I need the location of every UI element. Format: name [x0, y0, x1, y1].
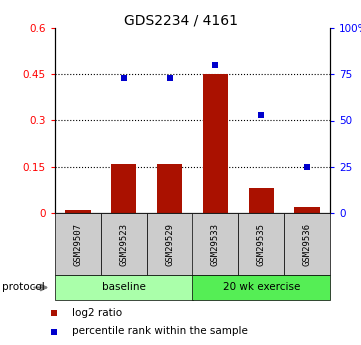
- Bar: [111, 164, 136, 213]
- Text: GDS2234 / 4161: GDS2234 / 4161: [123, 14, 238, 28]
- Text: GSM29533: GSM29533: [211, 223, 220, 266]
- Bar: [238, 213, 284, 275]
- Text: GSM29529: GSM29529: [165, 223, 174, 266]
- Bar: [249, 188, 274, 213]
- Bar: [55, 275, 192, 300]
- Bar: [284, 213, 330, 275]
- Bar: [203, 74, 228, 213]
- Bar: [192, 275, 330, 300]
- Bar: [157, 164, 182, 213]
- Bar: [55, 213, 101, 275]
- Bar: [192, 213, 238, 275]
- Text: GSM29507: GSM29507: [73, 223, 82, 266]
- Bar: [65, 210, 91, 213]
- Text: 20 wk exercise: 20 wk exercise: [223, 283, 300, 293]
- Text: GSM29536: GSM29536: [303, 223, 312, 266]
- Text: baseline: baseline: [102, 283, 146, 293]
- Text: percentile rank within the sample: percentile rank within the sample: [71, 326, 247, 336]
- Text: GSM29523: GSM29523: [119, 223, 128, 266]
- Text: log2 ratio: log2 ratio: [71, 307, 122, 317]
- Text: protocol: protocol: [2, 283, 44, 293]
- Text: GSM29535: GSM29535: [257, 223, 266, 266]
- Bar: [147, 213, 192, 275]
- Bar: [101, 213, 147, 275]
- Bar: [295, 207, 320, 213]
